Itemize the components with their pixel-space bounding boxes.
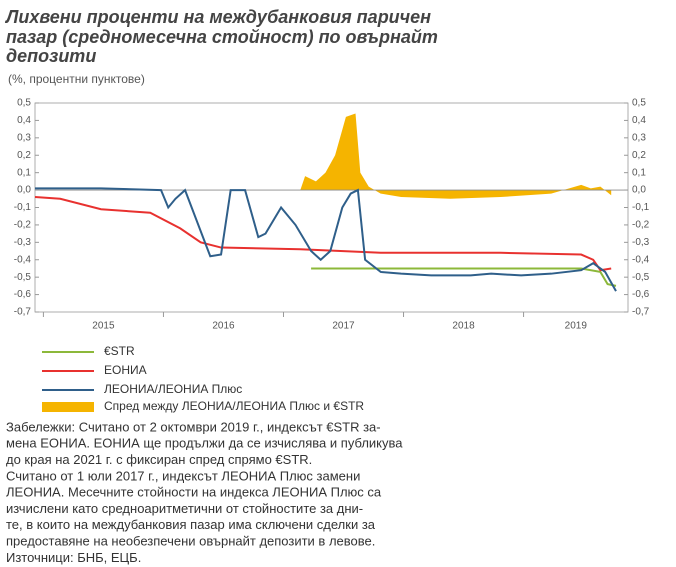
y2-tick-label: -0,7 — [632, 307, 650, 318]
x-tick-label: 2017 — [332, 321, 355, 332]
y2-tick-label: 0,1 — [632, 167, 646, 178]
note-line: Забележки: Считано от 2 октомври 2019 г.… — [6, 419, 381, 434]
y2-tick-label: -0,3 — [632, 237, 650, 248]
y-tick-label: 0,5 — [17, 98, 31, 109]
y-tick-label: -0,4 — [14, 254, 32, 265]
y2-tick-label: -0,1 — [632, 202, 650, 213]
x-tick-label: 2015 — [92, 321, 115, 332]
note-line: ЛЕОНИА. Месечните стойности на индекса Л… — [6, 485, 382, 500]
y-tick-label: 0,3 — [17, 132, 31, 143]
plot-frame — [34, 102, 629, 313]
legend-label: Спред между ЛЕОНИА/ЛЕОНИА Плюс и €STR — [104, 399, 364, 413]
y-tick-label: -0,1 — [14, 202, 32, 213]
y2-tick-label: -0,5 — [632, 272, 650, 283]
note-line: предоставяне на необезпечени овърнайт де… — [6, 534, 375, 549]
note-line: до края на 2021 г. с фиксиран спред спря… — [6, 452, 312, 467]
y2-tick-label: 0,4 — [632, 115, 646, 126]
y2-tick-label: 0,5 — [632, 98, 646, 109]
legend-swatch — [42, 402, 94, 412]
y-tick-label: -0,2 — [14, 220, 32, 231]
y2-tick-label: -0,6 — [632, 289, 650, 300]
note-line: изчислени като средноаритметични от стой… — [6, 501, 363, 516]
y2-tick-label: -0,2 — [632, 220, 650, 231]
chart-subtitle: (%, процентни пунктове) — [8, 72, 145, 86]
note-line: Считано от 1 юли 2017 г., индексът ЛЕОНИ… — [6, 468, 360, 483]
legend-label: ЕОНИА — [104, 363, 147, 377]
note-line: те, в които на междубанковия пазар има с… — [6, 517, 376, 532]
legend-label: €STR — [104, 344, 135, 358]
y-tick-label: 0,0 — [17, 185, 31, 196]
note-line: мена ЕОНИА. ЕОНИА ще продължи да се изчи… — [6, 436, 403, 451]
y-tick-label: 0,4 — [17, 115, 31, 126]
series-line — [35, 187, 617, 292]
chart-title: депозити — [6, 46, 96, 66]
y-tick-label: 0,2 — [17, 150, 31, 161]
y2-tick-label: -0,4 — [632, 254, 650, 265]
y2-tick-label: 0,3 — [632, 132, 646, 143]
x-tick-label: 2018 — [452, 321, 475, 332]
y-tick-label: -0,6 — [14, 289, 32, 300]
chart-title: Лихвени проценти на междубанковия париче… — [4, 7, 431, 27]
x-tick-label: 2016 — [212, 321, 235, 332]
series-line — [311, 267, 617, 287]
y2-tick-label: 0,0 — [632, 185, 646, 196]
y-tick-label: -0,7 — [14, 307, 32, 318]
legend-label: ЛЕОНИА/ЛЕОНИА Плюс — [104, 382, 242, 396]
spread-area — [300, 113, 612, 199]
source: Източници: БНБ, ЕЦБ. — [6, 550, 141, 565]
y2-tick-label: 0,2 — [632, 150, 646, 161]
y-tick-label: -0,5 — [14, 272, 32, 283]
y-tick-label: -0,3 — [14, 237, 32, 248]
chart-title: пазар (средномесечна стойност) по овърна… — [6, 27, 438, 47]
series-line — [34, 196, 612, 272]
x-tick-label: 2019 — [565, 321, 588, 332]
y-tick-label: 0,1 — [17, 167, 31, 178]
